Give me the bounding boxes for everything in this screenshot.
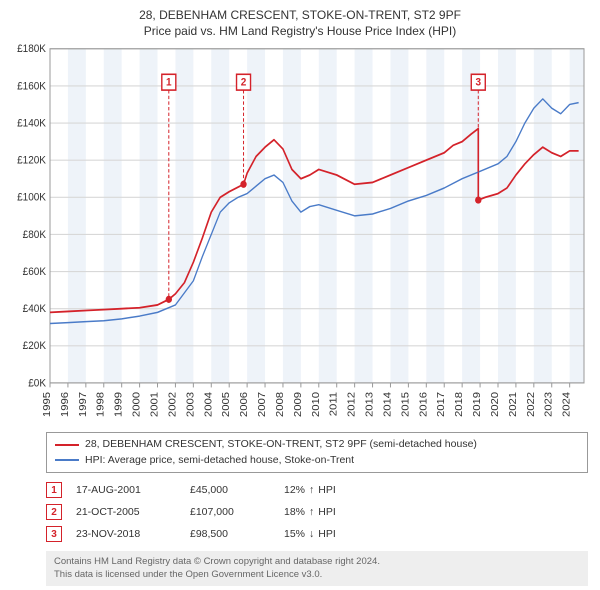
arrow-down-icon: ↓: [309, 528, 314, 540]
event-row: 2 21-OCT-2005 £107,000 18% ↑ HPI: [46, 501, 588, 523]
events-table: 1 17-AUG-2001 £45,000 12% ↑ HPI 2 21-OCT-2005 £1…: [46, 479, 588, 545]
event-delta: 12% ↑ HPI: [284, 484, 336, 496]
svg-text:2008: 2008: [275, 392, 286, 417]
svg-text:2001: 2001: [149, 392, 160, 417]
svg-text:2010: 2010: [310, 392, 321, 417]
svg-text:2005: 2005: [221, 392, 232, 417]
svg-text:1996: 1996: [59, 392, 70, 417]
svg-text:£120K: £120K: [17, 154, 46, 167]
svg-text:£180K: £180K: [17, 43, 46, 56]
legend-label: 28, DEBENHAM CRESCENT, STOKE-ON-TRENT, S…: [85, 437, 477, 453]
svg-text:£100K: £100K: [17, 191, 46, 204]
event-row: 1 17-AUG-2001 £45,000 12% ↑ HPI: [46, 479, 588, 501]
legend-label: HPI: Average price, semi-detached house,…: [85, 453, 354, 469]
legend: 28, DEBENHAM CRESCENT, STOKE-ON-TRENT, S…: [46, 432, 588, 474]
svg-text:2017: 2017: [436, 392, 447, 417]
svg-text:2020: 2020: [490, 392, 501, 417]
svg-text:£80K: £80K: [23, 228, 46, 241]
svg-text:£160K: £160K: [17, 80, 46, 93]
event-row: 3 23-NOV-2018 £98,500 15% ↓ HPI: [46, 523, 588, 545]
event-delta-label: HPI: [318, 484, 336, 496]
svg-text:£20K: £20K: [23, 340, 46, 353]
svg-text:2003: 2003: [185, 392, 196, 417]
footer-line-1: Contains HM Land Registry data © Crown c…: [54, 556, 580, 568]
svg-text:2011: 2011: [328, 392, 339, 416]
event-delta-pct: 15%: [284, 528, 305, 540]
legend-row: HPI: Average price, semi-detached house,…: [55, 453, 579, 469]
svg-text:2004: 2004: [203, 392, 214, 417]
svg-text:2022: 2022: [525, 392, 536, 417]
event-delta-label: HPI: [318, 506, 336, 518]
chart-titles: 28, DEBENHAM CRESCENT, STOKE-ON-TRENT, S…: [6, 8, 594, 38]
legend-swatch: [55, 444, 79, 446]
svg-text:2024: 2024: [561, 392, 572, 417]
svg-text:2019: 2019: [472, 392, 483, 417]
svg-text:£0K: £0K: [28, 377, 46, 390]
footer-line-2: This data is licensed under the Open Gov…: [54, 569, 580, 581]
svg-text:2006: 2006: [239, 392, 250, 417]
event-marker-badge: 3: [46, 526, 62, 542]
svg-text:2018: 2018: [454, 392, 465, 417]
legend-row: 28, DEBENHAM CRESCENT, STOKE-ON-TRENT, S…: [55, 437, 579, 453]
svg-text:£40K: £40K: [23, 303, 46, 316]
svg-text:2007: 2007: [257, 392, 268, 417]
event-delta: 15% ↓ HPI: [284, 528, 336, 540]
svg-text:3: 3: [475, 76, 481, 89]
event-delta-pct: 12%: [284, 484, 305, 496]
title-sub: Price paid vs. HM Land Registry's House …: [6, 24, 594, 38]
svg-text:1997: 1997: [77, 392, 88, 417]
event-price: £107,000: [190, 506, 270, 518]
svg-text:2014: 2014: [382, 392, 393, 417]
event-date: 23-NOV-2018: [76, 528, 176, 540]
svg-text:2016: 2016: [418, 392, 429, 417]
svg-text:£60K: £60K: [23, 265, 46, 278]
footer-attribution: Contains HM Land Registry data © Crown c…: [46, 551, 588, 586]
page-container: 28, DEBENHAM CRESCENT, STOKE-ON-TRENT, S…: [0, 0, 600, 590]
event-delta: 18% ↑ HPI: [284, 506, 336, 518]
svg-text:1998: 1998: [95, 392, 106, 417]
svg-text:2000: 2000: [131, 392, 142, 417]
svg-text:2009: 2009: [292, 392, 303, 417]
event-marker-badge: 2: [46, 504, 62, 520]
event-date: 17-AUG-2001: [76, 484, 176, 496]
event-date: 21-OCT-2005: [76, 506, 176, 518]
svg-text:1: 1: [166, 76, 172, 89]
svg-text:2021: 2021: [507, 392, 518, 417]
event-marker-badge: 1: [46, 482, 62, 498]
event-delta-label: HPI: [318, 528, 336, 540]
svg-text:2013: 2013: [364, 392, 375, 417]
svg-text:1995: 1995: [42, 392, 53, 417]
svg-text:£140K: £140K: [17, 117, 46, 130]
svg-text:2023: 2023: [543, 392, 554, 417]
title-main: 28, DEBENHAM CRESCENT, STOKE-ON-TRENT, S…: [6, 8, 594, 22]
event-delta-pct: 18%: [284, 506, 305, 518]
svg-text:2012: 2012: [346, 392, 357, 417]
legend-swatch: [55, 459, 79, 461]
svg-text:1999: 1999: [113, 392, 124, 417]
event-price: £45,000: [190, 484, 270, 496]
line-chart: £0K £20K £40K £60K £80K £100K £120K £140K £160K £…: [6, 42, 594, 426]
svg-text:2002: 2002: [167, 392, 178, 417]
arrow-up-icon: ↑: [309, 506, 314, 518]
arrow-up-icon: ↑: [309, 484, 314, 496]
chart-area: £0K £20K £40K £60K £80K £100K £120K £140K £160K £…: [6, 42, 594, 426]
event-price: £98,500: [190, 528, 270, 540]
svg-text:2015: 2015: [400, 392, 411, 417]
svg-text:2: 2: [241, 76, 247, 89]
